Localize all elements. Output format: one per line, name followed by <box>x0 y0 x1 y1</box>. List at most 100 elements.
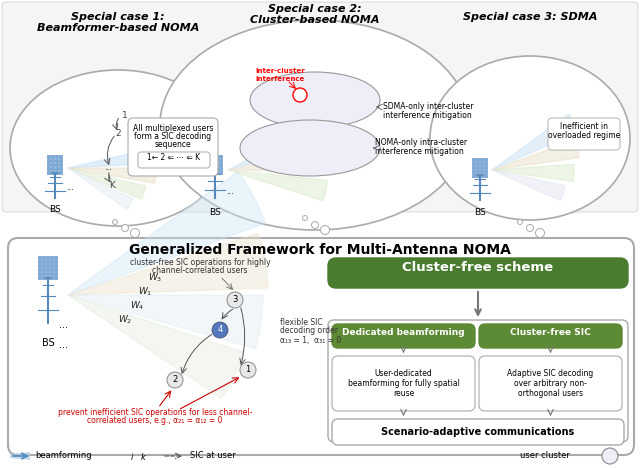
Polygon shape <box>492 114 579 170</box>
FancyBboxPatch shape <box>332 419 624 445</box>
Circle shape <box>518 219 522 225</box>
Bar <box>219 163 222 166</box>
Text: $W_2$: $W_2$ <box>118 313 132 326</box>
Bar <box>476 166 479 169</box>
Bar <box>215 171 218 174</box>
Bar <box>47 155 50 158</box>
Bar <box>480 166 483 169</box>
Bar <box>59 167 62 170</box>
Bar <box>55 171 58 174</box>
Bar <box>38 264 41 267</box>
Circle shape <box>240 362 256 378</box>
Bar <box>211 159 214 162</box>
Bar <box>215 167 218 170</box>
Bar <box>51 163 54 166</box>
Bar <box>50 272 53 275</box>
Bar <box>480 158 483 161</box>
Text: Special case 3: SDMA: Special case 3: SDMA <box>463 12 597 22</box>
Polygon shape <box>68 168 146 199</box>
Bar <box>207 163 210 166</box>
Text: Adaptive SIC decoding
over arbitrary non-
orthogonal users: Adaptive SIC decoding over arbitrary non… <box>508 369 594 398</box>
Bar <box>51 155 54 158</box>
FancyBboxPatch shape <box>8 238 634 455</box>
FancyBboxPatch shape <box>128 118 218 176</box>
Text: Cluster-free SIC: Cluster-free SIC <box>510 328 591 337</box>
Circle shape <box>167 372 183 388</box>
Bar <box>480 170 483 173</box>
Bar <box>50 264 53 267</box>
Bar <box>42 268 45 271</box>
Bar <box>42 256 45 259</box>
Bar <box>46 268 49 271</box>
Bar <box>472 162 475 165</box>
Text: $W_4$: $W_4$ <box>130 299 145 312</box>
Polygon shape <box>68 168 156 183</box>
FancyBboxPatch shape <box>328 320 628 442</box>
Bar <box>484 162 487 165</box>
Text: $k$: $k$ <box>140 451 147 461</box>
FancyBboxPatch shape <box>332 356 475 411</box>
Text: 2: 2 <box>172 375 178 385</box>
Bar <box>215 163 218 166</box>
FancyBboxPatch shape <box>332 324 475 348</box>
Bar <box>211 155 214 158</box>
Text: Inefficient in: Inefficient in <box>560 122 608 131</box>
Text: SDMA-only inter-cluster: SDMA-only inter-cluster <box>383 102 474 111</box>
Text: flexible SIC: flexible SIC <box>280 318 323 327</box>
Text: Cluster-based NOMA: Cluster-based NOMA <box>250 15 380 25</box>
Bar <box>59 159 62 162</box>
Bar <box>476 174 479 177</box>
Bar <box>54 256 57 259</box>
Text: BS: BS <box>209 208 221 217</box>
Text: Beamformer-based NOMA: Beamformer-based NOMA <box>37 23 199 33</box>
Bar <box>480 174 483 177</box>
Bar <box>215 159 218 162</box>
Polygon shape <box>68 168 133 209</box>
Bar <box>215 155 218 158</box>
Text: prevent inefficient SIC operations for less channel-: prevent inefficient SIC operations for l… <box>58 408 252 417</box>
Bar <box>219 171 222 174</box>
FancyBboxPatch shape <box>479 324 622 348</box>
Bar <box>219 167 222 170</box>
Text: $W_1$: $W_1$ <box>138 285 152 298</box>
Polygon shape <box>492 140 579 170</box>
Polygon shape <box>228 150 333 172</box>
Text: Special case 2:: Special case 2: <box>268 4 362 14</box>
Ellipse shape <box>250 72 380 128</box>
Text: interference mitigation: interference mitigation <box>383 111 472 120</box>
Circle shape <box>527 225 534 232</box>
Text: K: K <box>109 182 115 190</box>
Text: correlated users, e.g., α₂₁ = α₁₂ = 0: correlated users, e.g., α₂₁ = α₁₂ = 0 <box>87 416 223 425</box>
Text: SIC at user: SIC at user <box>190 452 238 461</box>
Bar <box>42 272 45 275</box>
Polygon shape <box>68 172 266 295</box>
Bar <box>207 159 210 162</box>
Bar <box>472 170 475 173</box>
Circle shape <box>303 215 307 220</box>
Bar <box>55 155 58 158</box>
Text: Special case 1:: Special case 1: <box>71 12 165 22</box>
Ellipse shape <box>160 20 470 230</box>
Bar <box>472 158 475 161</box>
Bar <box>47 159 50 162</box>
Text: Dedicated beamforming: Dedicated beamforming <box>342 328 465 337</box>
Text: form a SIC decoding: form a SIC decoding <box>134 132 212 141</box>
Bar <box>219 159 222 162</box>
Text: channel-correlated users: channel-correlated users <box>152 266 248 275</box>
Text: interference mitigation: interference mitigation <box>375 147 464 156</box>
Bar <box>47 163 50 166</box>
Bar <box>207 167 210 170</box>
Bar <box>38 276 41 279</box>
Bar <box>46 260 49 263</box>
Bar <box>54 260 57 263</box>
Bar <box>46 264 49 267</box>
Bar <box>38 260 41 263</box>
Bar <box>55 163 58 166</box>
FancyBboxPatch shape <box>138 152 210 168</box>
Text: ...: ... <box>104 163 112 173</box>
Text: User-dedicated
beamforming for fully spatial
reuse: User-dedicated beamforming for fully spa… <box>348 369 460 398</box>
Bar <box>51 171 54 174</box>
Text: 4: 4 <box>218 326 223 335</box>
Text: 3: 3 <box>232 295 237 305</box>
Bar <box>472 174 475 177</box>
